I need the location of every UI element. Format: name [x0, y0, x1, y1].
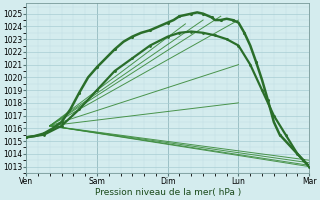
X-axis label: Pression niveau de la mer( hPa ): Pression niveau de la mer( hPa ): [95, 188, 241, 197]
